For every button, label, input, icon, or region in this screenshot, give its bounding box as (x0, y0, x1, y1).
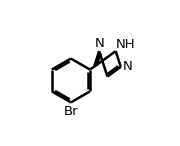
Text: N: N (123, 60, 132, 73)
Text: Br: Br (64, 105, 78, 118)
Text: NH: NH (116, 38, 136, 51)
Text: N: N (94, 37, 104, 50)
